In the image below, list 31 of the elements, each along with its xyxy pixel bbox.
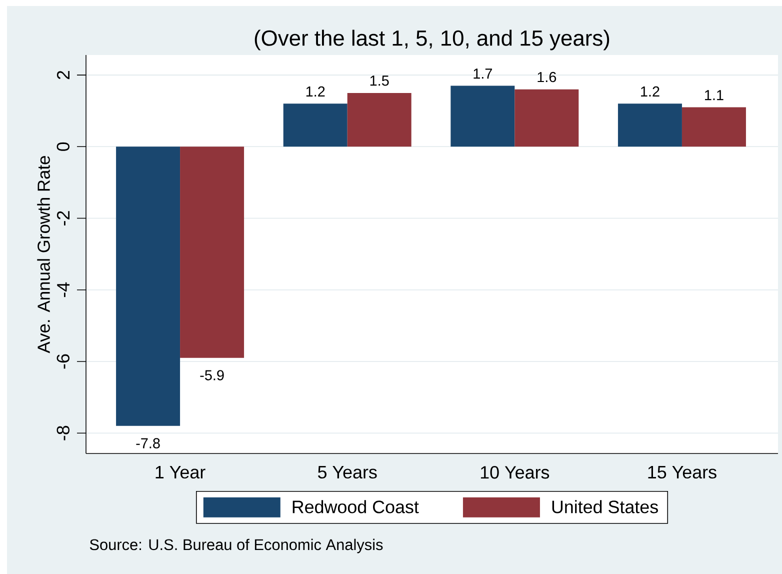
data-label: -7.8	[136, 438, 160, 448]
x-tick-label: 5 Years	[318, 466, 377, 479]
x-tick-label: 10 Years	[480, 466, 550, 479]
bar	[618, 104, 682, 147]
bar	[180, 146, 244, 358]
data-label: 1.5	[370, 76, 389, 86]
y-tick-label: -2	[56, 211, 70, 226]
x-tick-label: 15 Years	[648, 466, 716, 479]
source-note: Source: U.S. Bureau of Economic Analysis	[90, 538, 383, 554]
y-tick-label: -4	[57, 282, 70, 298]
bar	[347, 92, 412, 147]
bar	[283, 104, 348, 147]
data-label: 1.2	[306, 86, 325, 96]
data-label: 1.7	[474, 68, 492, 79]
y-tick-label: 2	[56, 70, 70, 80]
data-label: 1.6	[538, 72, 556, 82]
bar	[450, 86, 515, 147]
y-tick-label: -8	[56, 426, 70, 440]
y-tick-label: -6	[56, 354, 70, 369]
chart-subtitle: (Over the last 1, 5, 10, and 15 years)	[254, 30, 610, 50]
data-label: 1.1	[705, 90, 724, 100]
data-label: 1.2	[641, 86, 660, 96]
x-tick-label: 1 Year	[156, 466, 206, 479]
bar	[116, 146, 180, 426]
legend-label: Redwood Coast	[292, 500, 419, 514]
legend-label: United States	[552, 500, 658, 514]
y-axis-title: Ave. Annual Growth Rate	[37, 156, 50, 354]
y-tick-label: 0	[56, 142, 70, 151]
bar	[682, 107, 746, 147]
data-label: -5.9	[200, 370, 224, 380]
bar	[514, 89, 579, 147]
